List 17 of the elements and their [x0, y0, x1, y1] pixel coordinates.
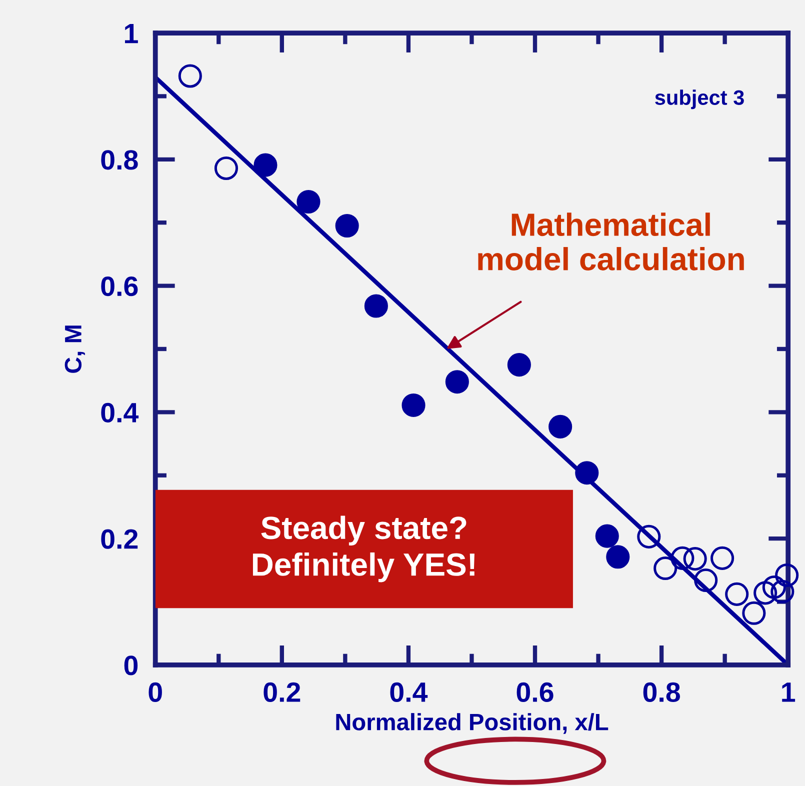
x-tick-label: 0.4 [390, 682, 428, 702]
x-tick-label: 1 [782, 682, 796, 702]
y-tick-label: 0.4 [101, 402, 139, 423]
annotation: subject 3 [655, 90, 744, 110]
x-tick-label: 0.2 [264, 682, 300, 702]
x-axis-title: Normalized Position, x/L [336, 713, 608, 734]
y-tick-label: 1 [125, 24, 138, 44]
y-tick-label: 0 [124, 656, 138, 676]
x-tick-label: 0.8 [643, 682, 680, 702]
y-axis-title: C, M [64, 326, 85, 373]
y-tick-label: 0.6 [101, 276, 138, 296]
y-tick-label: 0.8 [101, 150, 138, 170]
y-tick-label: 0.2 [101, 529, 138, 549]
annotation: Mathematical model calculation [478, 212, 744, 270]
x-tick-label: 0 [148, 682, 162, 702]
annotation: Steady state? Definitely YES! [252, 516, 474, 582]
x-tick-label: 0.6 [516, 682, 554, 702]
